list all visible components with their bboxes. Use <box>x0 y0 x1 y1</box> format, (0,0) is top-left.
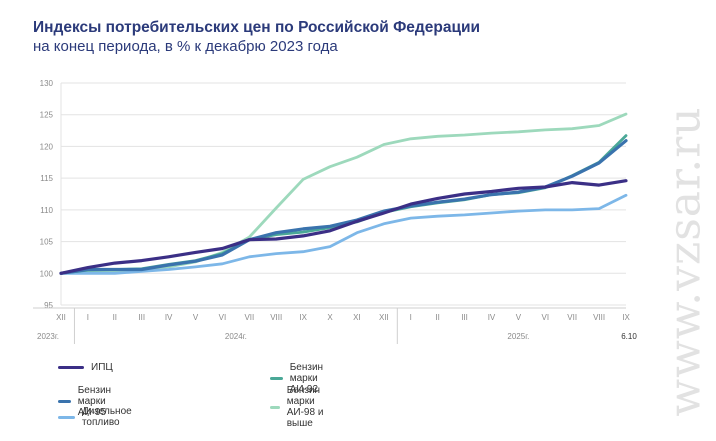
x-tick-label: VII <box>567 313 577 322</box>
y-tick-label: 100 <box>40 269 54 278</box>
y-tick-label: 130 <box>40 79 54 88</box>
legend-label: ИПЦ <box>91 362 113 373</box>
watermark-text: www.vzsar.ru <box>659 105 711 417</box>
y-tick-label: 95 <box>44 301 53 310</box>
legend-item-ai98: Бензин марки АИ-98 и выше <box>270 385 336 429</box>
legend-item-diesel: Дизельное топливо <box>58 406 141 428</box>
legend-swatch <box>58 366 84 369</box>
legend-label: Дизельное топливо <box>81 406 132 428</box>
y-tick-label: 105 <box>40 238 54 247</box>
series-line <box>59 139 628 275</box>
legend-item-cpi: ИПЦ <box>58 362 113 373</box>
legend-swatch <box>270 377 283 380</box>
x-tick-label: VIII <box>593 313 605 322</box>
gridlines <box>60 82 626 306</box>
year-label: 2025г. <box>507 332 529 341</box>
year-label: 2023г. <box>37 332 59 341</box>
y-tick-label: 110 <box>40 206 53 215</box>
x-tick-label: IX <box>299 313 307 322</box>
x-axis: XII I II III IV V VI VII VIII IX X XI XII I II III IV V VI… <box>33 307 637 344</box>
x-tick-label: VI <box>219 313 227 322</box>
end-date-label: 6.10 <box>621 332 637 341</box>
legend-swatch <box>58 400 71 403</box>
watermark: www.vzsar.ru <box>659 96 711 426</box>
series-line <box>59 112 628 275</box>
series-line <box>59 134 628 275</box>
legend-item-ai95: Бензин марки АИ-95 <box>58 385 124 418</box>
x-tick-label: IX <box>622 313 630 322</box>
legend-label: Бензин марки АИ-98 и выше <box>286 385 324 429</box>
chart-subtitle: на конец периода, в % к декабрю 2023 год… <box>33 38 338 55</box>
x-tick-label: I <box>410 313 412 322</box>
x-tick-label: II <box>113 313 117 322</box>
series-line <box>59 179 628 275</box>
x-tick-label: VI <box>542 313 550 322</box>
x-tick-label: III <box>138 313 145 322</box>
series-lines <box>59 112 628 275</box>
x-tick-label: XII <box>379 313 389 322</box>
x-tick-label: IV <box>165 313 173 322</box>
legend-swatch <box>270 405 280 409</box>
x-tick-label: XII <box>56 313 66 322</box>
y-axis-ticks: 95 100 105 110 115 120 125 130 <box>40 79 54 310</box>
y-tick-label: 120 <box>40 142 54 151</box>
legend-swatch <box>58 415 75 419</box>
chart-title: Индексы потребительских цен по Российско… <box>33 19 481 36</box>
x-tick-label: V <box>516 313 522 322</box>
x-tick-label: V <box>193 313 199 322</box>
series-line <box>59 193 628 275</box>
legend-label: Бензин марки АИ-95 <box>77 385 112 418</box>
x-tick-label: IV <box>488 313 496 322</box>
legend-item-ai92: Бензин марки АИ-92 <box>270 362 336 395</box>
year-label: 2024г. <box>225 332 247 341</box>
x-tick-label: VIII <box>270 313 282 322</box>
x-tick-label: I <box>87 313 89 322</box>
x-tick-label: VII <box>244 313 254 322</box>
x-tick-label: X <box>327 313 333 322</box>
legend-label: Бензин марки АИ-92 <box>289 362 324 395</box>
x-tick-label: II <box>435 313 439 322</box>
y-tick-label: 125 <box>40 111 54 120</box>
x-tick-label: III <box>461 313 468 322</box>
x-tick-label: XI <box>353 313 361 322</box>
y-tick-label: 115 <box>40 174 53 183</box>
